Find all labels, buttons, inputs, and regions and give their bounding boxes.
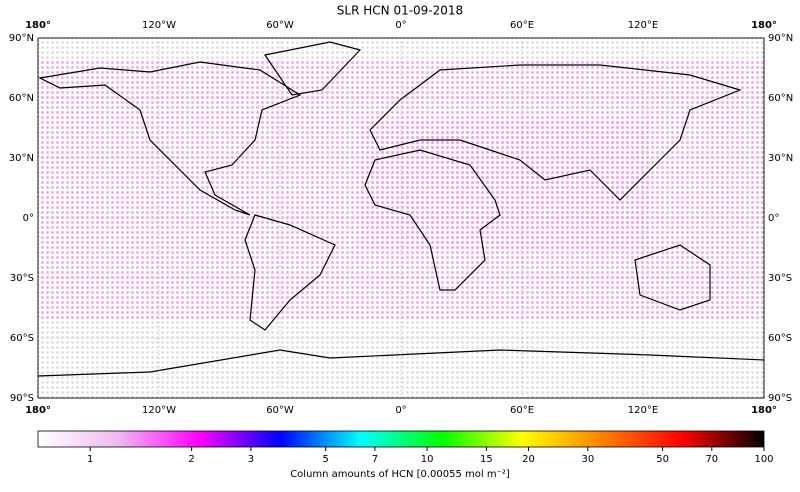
colorbar-tick-label: 30 bbox=[581, 454, 594, 465]
y-tick-label: 0° bbox=[23, 213, 34, 224]
x-tick-label: 120°E bbox=[628, 20, 658, 31]
y-tick-label: 30°N bbox=[9, 153, 34, 164]
colorbar-label: Column amounts of HCN [0.00055 mol m⁻²] bbox=[290, 469, 510, 480]
colorbar bbox=[37, 430, 765, 448]
colorbar-tick-label: 15 bbox=[480, 454, 493, 465]
colorbar-tick-label: 7 bbox=[372, 454, 378, 465]
colorbar-tick-label: 1 bbox=[87, 454, 93, 465]
x-tick-label: 60°W bbox=[266, 405, 294, 416]
y-tick-label: 60°N bbox=[768, 93, 793, 104]
x-tick-label: 120°W bbox=[142, 405, 176, 416]
colorbar-tick-label: 50 bbox=[656, 454, 669, 465]
colorbar-tick-label: 2 bbox=[188, 454, 194, 465]
y-tick-label: 90°S bbox=[10, 393, 34, 404]
y-tick-label: 0° bbox=[768, 213, 779, 224]
colorbar-tick-label: 100 bbox=[754, 454, 773, 465]
colorbar-tick-label: 3 bbox=[248, 454, 254, 465]
y-tick-label: 60°N bbox=[9, 93, 34, 104]
x-tick-label: 180° bbox=[751, 20, 777, 31]
y-tick-label: 60°S bbox=[10, 333, 34, 344]
y-tick-label: 30°S bbox=[10, 273, 34, 284]
x-tick-label: 180° bbox=[25, 20, 51, 31]
x-tick-label: 60°W bbox=[266, 20, 294, 31]
y-tick-label: 30°S bbox=[768, 273, 792, 284]
x-tick-label: 120°W bbox=[142, 20, 176, 31]
x-tick-label: 120°E bbox=[628, 405, 658, 416]
y-tick-label: 90°N bbox=[9, 33, 34, 44]
x-tick-label: 180° bbox=[25, 405, 51, 416]
colorbar-tick-label: 10 bbox=[421, 454, 434, 465]
y-tick-label: 30°N bbox=[768, 153, 793, 164]
y-tick-label: 90°N bbox=[768, 33, 793, 44]
colorbar-tick-label: 20 bbox=[522, 454, 535, 465]
x-tick-label: 180° bbox=[751, 405, 777, 416]
y-tick-label: 60°S bbox=[768, 333, 792, 344]
x-tick-label: 60°E bbox=[510, 405, 534, 416]
x-tick-label: 0° bbox=[395, 405, 406, 416]
colorbar-tick-label: 70 bbox=[705, 454, 718, 465]
x-tick-label: 60°E bbox=[510, 20, 534, 31]
colorbar-tick-label: 5 bbox=[322, 454, 328, 465]
chart-title: SLR HCN 01-09-2018 bbox=[337, 4, 463, 18]
y-tick-label: 90°S bbox=[768, 393, 792, 404]
x-tick-label: 0° bbox=[395, 20, 406, 31]
